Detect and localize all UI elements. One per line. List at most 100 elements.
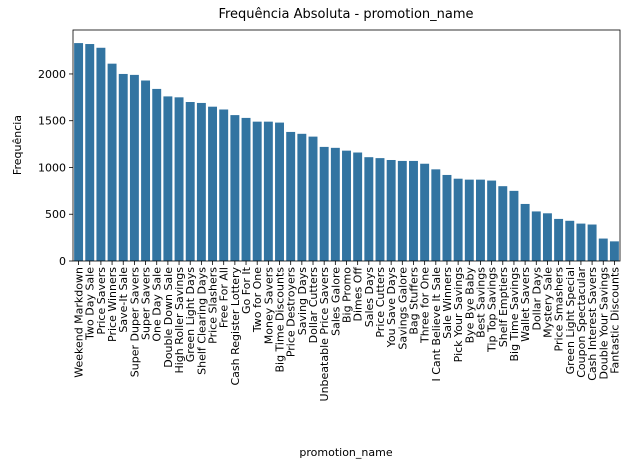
bar	[342, 150, 351, 261]
bar	[442, 174, 452, 261]
x-tick-label: Saving Days	[296, 267, 309, 335]
bar	[163, 96, 173, 261]
bar	[107, 63, 117, 261]
x-tick-label: Price Cutters	[374, 267, 387, 338]
x-tick-label: Price Destroyers	[285, 267, 298, 357]
bar	[330, 147, 340, 261]
bar	[453, 178, 463, 261]
x-axis-label: promotion_name	[299, 446, 392, 459]
bar	[587, 224, 597, 261]
x-tick-label: Tip Top Savings	[486, 267, 499, 353]
y-axis-label: Frequência	[11, 115, 24, 175]
bar	[554, 218, 564, 261]
bar	[431, 169, 441, 261]
bar	[598, 238, 608, 261]
x-tick-label: Green Light Days	[184, 267, 197, 362]
bar	[531, 211, 541, 261]
bar	[409, 160, 418, 261]
x-tick-label: Unbeatable Price Savers	[318, 267, 331, 402]
x-tick-label: Coupon Spectacular	[575, 267, 588, 378]
bar	[509, 190, 519, 261]
x-tick-label: High Roller Savings	[173, 267, 186, 374]
bar	[609, 241, 619, 261]
x-tick-label: Three for One	[419, 267, 432, 344]
bar	[129, 74, 139, 261]
x-tick-label: Super Duper Savers	[128, 267, 141, 377]
x-tick-label: Pick Your Savings	[452, 267, 465, 363]
x-tick-label: I Cant Believe It Sale	[430, 267, 443, 382]
x-tick-label: Savings Galore	[396, 267, 409, 350]
x-tick-label: Cash Interest Savers	[586, 267, 599, 381]
x-tick-label: Best Savings	[474, 267, 487, 338]
x-tick-label: Two Day Sale	[84, 267, 97, 341]
bar	[286, 131, 296, 261]
x-tick-label: Price Savers	[95, 267, 108, 335]
y-tick-label: 0	[59, 255, 66, 268]
y-tick-label: 500	[45, 208, 66, 221]
bar	[196, 102, 206, 262]
x-tick-label: Dimes Off	[352, 267, 365, 322]
bar	[353, 152, 363, 261]
y-tick-label: 2000	[38, 68, 66, 81]
x-tick-label: Save-It Sale	[117, 267, 130, 333]
bar	[252, 121, 262, 261]
bar	[386, 159, 396, 261]
bar	[208, 106, 218, 261]
bar	[230, 115, 240, 262]
x-tick-label: You Save Days	[385, 267, 398, 349]
x-tick-label: Go For It	[240, 266, 253, 314]
bar	[565, 220, 575, 261]
bar	[487, 180, 497, 261]
bar	[498, 186, 508, 261]
bar	[520, 203, 530, 261]
bar	[464, 179, 474, 261]
x-tick-label: Big Promo	[341, 267, 354, 323]
bar	[241, 117, 251, 261]
x-tick-label: One Day Sale	[151, 267, 164, 342]
x-tick-label: Money Savers	[262, 267, 275, 344]
x-tick-label: Sales Days	[363, 267, 376, 327]
bar	[118, 73, 128, 261]
x-tick-label: Big Time Discounts	[274, 267, 287, 373]
x-tick-label: Fantastic Discounts	[608, 267, 621, 374]
x-tick-label: Double Down Sale	[162, 267, 175, 368]
x-tick-label: Price Slashers	[207, 267, 220, 344]
bar	[141, 80, 151, 262]
bar	[96, 47, 106, 262]
bar	[74, 43, 84, 262]
bar	[475, 179, 485, 261]
bar	[576, 223, 586, 261]
bar	[542, 213, 552, 261]
y-tick-label: 1500	[38, 115, 66, 128]
bar	[152, 88, 162, 261]
x-tick-label: Mystery Sale	[541, 267, 554, 338]
bar	[219, 109, 229, 261]
x-tick-label: Price Smashers	[553, 267, 566, 352]
x-tick-label: Shelf Emptiers	[497, 267, 510, 347]
bar	[319, 146, 329, 261]
bar	[375, 158, 385, 261]
plot-frame	[72, 29, 621, 262]
x-tick-label: Bag Stuffers	[407, 267, 420, 335]
bar	[364, 157, 374, 261]
bar	[275, 122, 284, 262]
x-tick-label: Wallet Savers	[519, 267, 532, 342]
x-tick-label: Sales Galore	[329, 267, 342, 336]
x-tick-label: Green Light Special	[564, 267, 577, 374]
chart-title: Frequência Absoluta - promotion_name	[218, 7, 473, 22]
x-tick-label: Free For All	[218, 267, 231, 328]
x-tick-label: Price Winners	[106, 267, 119, 342]
x-tick-label: Shelf Clearing Days	[195, 267, 208, 375]
x-tick-label: Two for One	[251, 267, 264, 333]
bar	[185, 102, 195, 261]
x-tick-label: Cash Register Lottery	[229, 267, 242, 386]
bar	[308, 136, 318, 261]
bar	[297, 133, 307, 261]
x-tick-label: Double Your Savings	[597, 267, 610, 380]
x-tick-label: Dollar Cutters	[307, 267, 320, 344]
bar	[420, 163, 430, 261]
x-tick-label: Weekend Markdown	[73, 267, 86, 378]
bar	[263, 121, 273, 261]
bar	[397, 160, 407, 261]
